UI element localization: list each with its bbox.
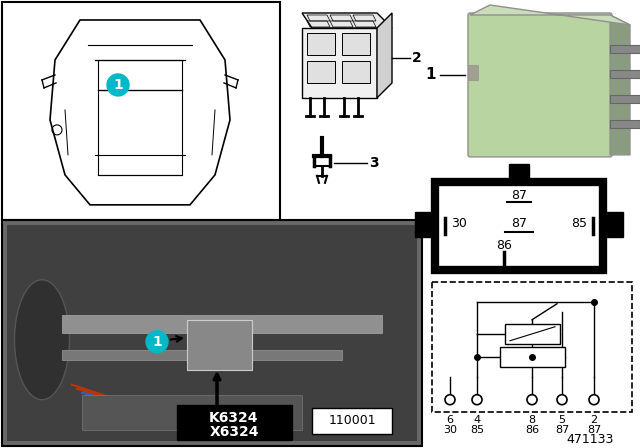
Bar (610, 45, 640, 53)
Bar (307, 61, 335, 83)
Bar (500, 347, 565, 367)
Text: 87: 87 (511, 217, 527, 230)
Bar (415, 212, 435, 237)
Text: 1: 1 (152, 335, 162, 349)
Bar (468, 65, 478, 80)
Text: 2: 2 (412, 51, 422, 65)
Circle shape (527, 395, 537, 405)
Text: 86: 86 (525, 425, 539, 435)
Bar (610, 95, 640, 103)
Text: 87: 87 (555, 425, 569, 435)
Bar (342, 61, 370, 83)
Text: 6: 6 (447, 415, 454, 425)
Polygon shape (610, 15, 630, 155)
Text: 87: 87 (511, 190, 527, 202)
Polygon shape (377, 13, 392, 98)
Text: 1: 1 (113, 78, 123, 92)
Text: 110001: 110001 (328, 414, 376, 427)
Bar (2, 220, 422, 446)
Bar (2, 2, 280, 220)
Text: 3: 3 (369, 156, 379, 170)
FancyBboxPatch shape (468, 13, 612, 157)
Text: 85: 85 (571, 217, 587, 230)
Text: 5: 5 (559, 415, 566, 425)
Text: 85: 85 (470, 425, 484, 435)
Text: 30: 30 (451, 217, 467, 230)
Text: X6324: X6324 (209, 425, 259, 439)
Text: 87: 87 (587, 425, 601, 435)
Ellipse shape (15, 280, 70, 400)
Bar (509, 164, 529, 182)
Bar (342, 33, 370, 55)
Bar (187, 320, 252, 370)
Bar (435, 182, 603, 270)
Bar (610, 120, 640, 128)
Text: K6324: K6324 (209, 411, 259, 425)
Text: 8: 8 (529, 415, 536, 425)
Circle shape (107, 74, 129, 96)
Bar (7, 225, 417, 441)
Bar (62, 350, 342, 360)
Polygon shape (302, 13, 392, 28)
Text: 4: 4 (474, 415, 481, 425)
Bar (307, 33, 335, 55)
Text: 86: 86 (496, 239, 512, 252)
Bar (603, 212, 623, 237)
Bar (82, 395, 302, 430)
Bar (505, 324, 560, 344)
Bar (312, 408, 392, 434)
Text: 30: 30 (443, 425, 457, 435)
Polygon shape (470, 5, 630, 25)
Bar (432, 282, 632, 412)
Bar (62, 315, 382, 333)
Circle shape (557, 395, 567, 405)
Text: 471133: 471133 (566, 433, 614, 446)
Circle shape (146, 331, 168, 353)
Circle shape (445, 395, 455, 405)
Bar (302, 28, 377, 98)
Text: 2: 2 (591, 415, 598, 425)
Circle shape (589, 395, 599, 405)
Bar (177, 405, 292, 439)
Circle shape (472, 395, 482, 405)
Bar (610, 70, 640, 78)
Text: 1: 1 (426, 68, 436, 82)
